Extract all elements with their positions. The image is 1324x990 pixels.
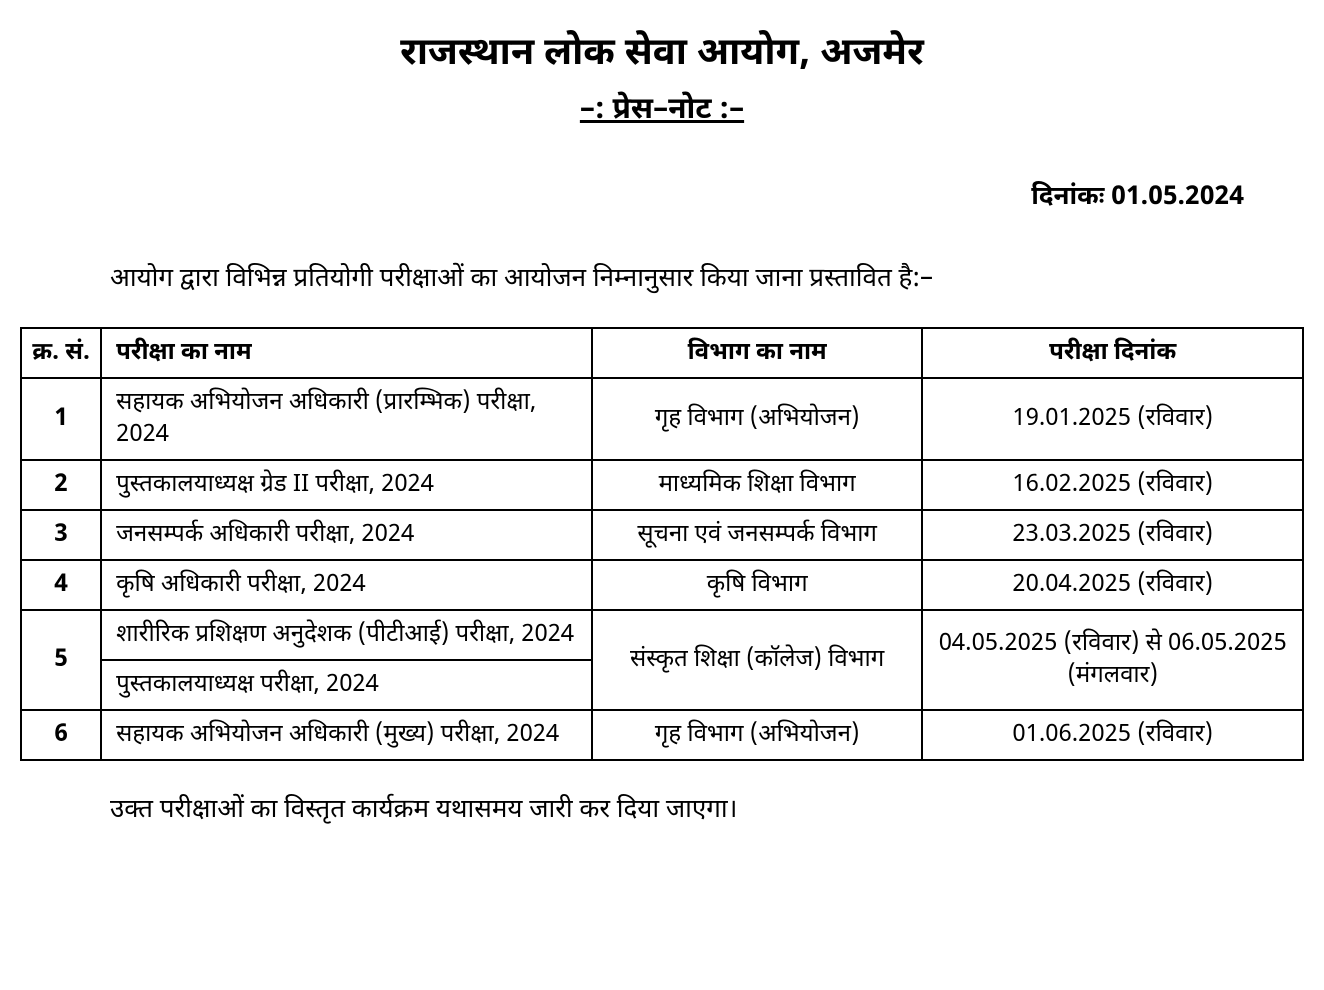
cell-sn: 1 (21, 378, 101, 460)
table-row: 5 शारीरिक प्रशिक्षण अनुदेशक (पीटीआई) परी… (21, 610, 1303, 660)
table-row: 1 सहायक अभियोजन अधिकारी (प्रारम्भिक) परी… (21, 378, 1303, 460)
cell-dept: संस्कृत शिक्षा (कॉलेज) विभाग (592, 610, 923, 710)
document-subtitle: –: प्रेस–नोट :– (20, 92, 1304, 131)
cell-exam: जनसम्पर्क अधिकारी परीक्षा, 2024 (101, 510, 592, 560)
cell-dept: कृषि विभाग (592, 560, 923, 610)
cell-exam: कृषि अधिकारी परीक्षा, 2024 (101, 560, 592, 610)
cell-date: 19.01.2025 (रविवार) (922, 378, 1303, 460)
cell-date: 01.06.2025 (रविवार) (922, 710, 1303, 760)
cell-exam: पुस्तकालयाध्यक्ष परीक्षा, 2024 (101, 660, 592, 710)
footer-note: उक्त परीक्षाओं का विस्तृत कार्यक्रम यथास… (20, 791, 1304, 833)
cell-sn: 2 (21, 460, 101, 510)
table-header-row: क्र. सं. परीक्षा का नाम विभाग का नाम परी… (21, 328, 1303, 378)
table-row: 6 सहायक अभियोजन अधिकारी (मुख्य) परीक्षा,… (21, 710, 1303, 760)
cell-date: 16.02.2025 (रविवार) (922, 460, 1303, 510)
intro-text: आयोग द्वारा विभिन्न प्रतियोगी परीक्षाओं … (20, 260, 1304, 302)
document-title: राजस्थान लोक सेवा आयोग, अजमेर (20, 30, 1304, 80)
cell-exam: शारीरिक प्रशिक्षण अनुदेशक (पीटीआई) परीक्… (101, 610, 592, 660)
cell-exam: पुस्तकालयाध्यक्ष ग्रेड II परीक्षा, 2024 (101, 460, 592, 510)
date-label: दिनांकः (1031, 181, 1104, 215)
cell-date: 20.04.2025 (रविवार) (922, 560, 1303, 610)
table-row: 2 पुस्तकालयाध्यक्ष ग्रेड II परीक्षा, 202… (21, 460, 1303, 510)
cell-exam: सहायक अभियोजन अधिकारी (प्रारम्भिक) परीक्… (101, 378, 592, 460)
table-row: 3 जनसम्पर्क अधिकारी परीक्षा, 2024 सूचना … (21, 510, 1303, 560)
cell-dept: माध्यमिक शिक्षा विभाग (592, 460, 923, 510)
exam-schedule-table: क्र. सं. परीक्षा का नाम विभाग का नाम परी… (20, 327, 1304, 761)
cell-sn: 6 (21, 710, 101, 760)
header-dept: विभाग का नाम (592, 328, 923, 378)
table-row: 4 कृषि अधिकारी परीक्षा, 2024 कृषि विभाग … (21, 560, 1303, 610)
cell-sn: 3 (21, 510, 101, 560)
header-exam: परीक्षा का नाम (101, 328, 592, 378)
cell-exam: सहायक अभियोजन अधिकारी (मुख्य) परीक्षा, 2… (101, 710, 592, 760)
date-value: 01.05.2024 (1111, 181, 1244, 215)
cell-sn: 5 (21, 610, 101, 710)
header-date: परीक्षा दिनांक (922, 328, 1303, 378)
cell-date: 23.03.2025 (रविवार) (922, 510, 1303, 560)
cell-dept: सूचना एवं जनसम्पर्क विभाग (592, 510, 923, 560)
cell-dept: गृह विभाग (अभियोजन) (592, 710, 923, 760)
header-sn: क्र. सं. (21, 328, 101, 378)
cell-date: 04.05.2025 (रविवार) से 06.05.2025 (मंगलव… (922, 610, 1303, 710)
date-line: दिनांकः 01.05.2024 (20, 181, 1304, 215)
cell-sn: 4 (21, 560, 101, 610)
cell-dept: गृह विभाग (अभियोजन) (592, 378, 923, 460)
